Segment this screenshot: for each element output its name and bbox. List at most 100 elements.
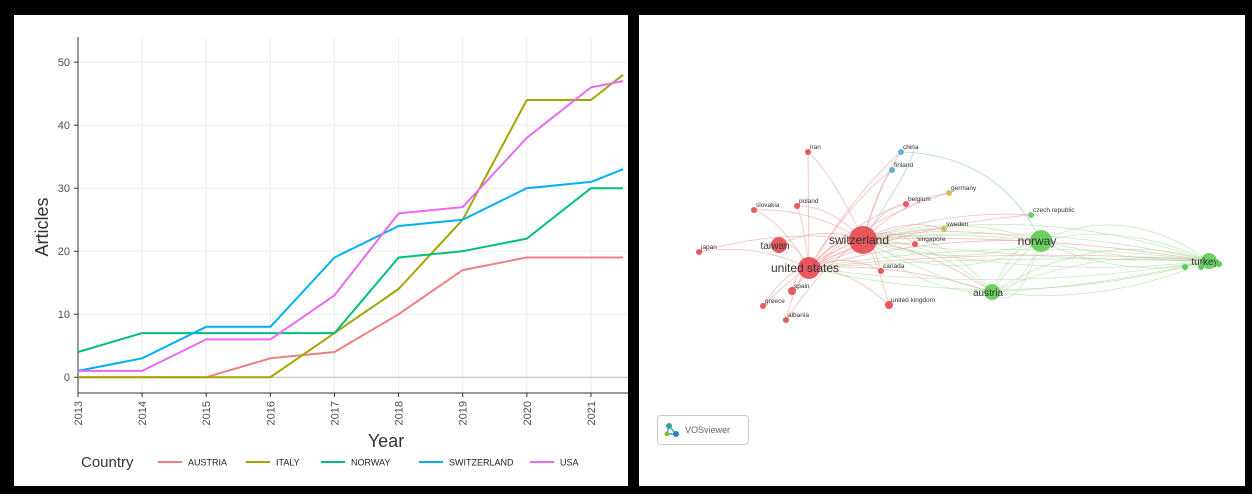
- y-tick-label: 30: [58, 183, 70, 195]
- y-tick-label: 10: [58, 309, 70, 321]
- network-edge: [991, 260, 1210, 293]
- network-edge: [807, 151, 810, 269]
- network-label: greece: [765, 298, 785, 305]
- legend-label: AUSTRIA: [188, 458, 227, 468]
- network-label: singapore: [917, 236, 946, 243]
- x-tick-label: 2017: [329, 401, 341, 425]
- network-edge: [862, 239, 1210, 268]
- x-tick-label: 2015: [201, 401, 213, 425]
- network-node-united-kingdom: [885, 301, 893, 309]
- x-tick-label: 2021: [586, 401, 598, 425]
- network-edge: [862, 239, 993, 293]
- network-node-satellite: [1182, 264, 1188, 270]
- network-edge: [808, 169, 893, 269]
- legend-label: SWITZERLAND: [449, 458, 514, 468]
- network-node-poland: [794, 203, 800, 209]
- network-label: spain: [794, 283, 810, 290]
- network-label: japan: [700, 244, 717, 251]
- vosviewer-label: VOSviewer: [685, 425, 731, 435]
- network-label: belgium: [908, 196, 931, 203]
- vosviewer-logo-icon: [664, 423, 679, 437]
- network-node-satellite: [1198, 264, 1204, 270]
- network-edge: [862, 224, 1210, 262]
- legend-label: ITALY: [276, 458, 300, 468]
- network-label: switzerland: [829, 233, 889, 247]
- network-edge: [808, 203, 907, 269]
- network-edge: [991, 248, 1210, 293]
- x-axis-title: Year: [368, 431, 404, 451]
- legend-label: NORWAY: [351, 458, 390, 468]
- network-node-spain: [788, 287, 796, 295]
- network-label: poland: [799, 198, 819, 205]
- y-tick-label: 20: [58, 246, 70, 258]
- network-label: iran: [810, 144, 821, 151]
- network-node-austria: [984, 284, 1000, 300]
- series-line-switzerland: [77, 168, 624, 372]
- x-tick-label: 2016: [265, 401, 277, 425]
- network-edge: [698, 235, 864, 253]
- network-node-greece: [760, 303, 766, 309]
- country-collaboration-network: switzerland united states norway austria tur…: [696, 144, 1222, 323]
- network-node-germany: [946, 190, 952, 196]
- network-edge: [862, 239, 1042, 256]
- network-edge: [808, 260, 1210, 290]
- network-node-turkey: [1201, 253, 1217, 269]
- network-edge: [808, 248, 1210, 269]
- network-node-china: [898, 149, 904, 155]
- network-edge: [862, 233, 993, 293]
- network-edge: [862, 239, 993, 293]
- legend-title: Country: [81, 454, 134, 471]
- network-node-japan: [696, 249, 702, 255]
- network-node-switzerland: [849, 226, 877, 254]
- network-label: germany: [951, 185, 977, 192]
- y-tick-label: 40: [58, 120, 70, 132]
- network-edge: [808, 258, 1210, 269]
- network-label: czech republic: [1033, 207, 1075, 214]
- x-tick-label: 2018: [394, 401, 406, 425]
- network-node-iran: [805, 149, 811, 155]
- series-line-norway: [77, 187, 623, 353]
- network-node-united-states: [798, 257, 820, 279]
- y-tick-label: 50: [58, 57, 70, 69]
- network-label: united kingdom: [891, 297, 935, 304]
- series-line-italy: [78, 74, 624, 379]
- network-edge: [862, 239, 1210, 262]
- series-line-usa: [78, 80, 624, 372]
- network-edge: [808, 260, 1210, 281]
- network-label: canada: [883, 263, 905, 270]
- network-node-belgium: [903, 201, 909, 207]
- network-node-finland: [889, 167, 895, 173]
- network-edge: [862, 239, 993, 293]
- network-node-canada: [878, 268, 884, 274]
- network-node-albania: [783, 317, 789, 323]
- y-tick-label: 0: [64, 372, 70, 384]
- network-node-satellite: [1216, 261, 1222, 267]
- network-label: albania: [788, 312, 809, 319]
- network-node-taiwan: [771, 237, 787, 253]
- network-label: turkey: [1191, 257, 1218, 268]
- network-label: slovakia: [756, 202, 780, 209]
- network-node-norway: [1030, 230, 1052, 252]
- network-label: sweden: [946, 221, 969, 228]
- network-edge: [1040, 224, 1210, 262]
- network-edge: [862, 239, 993, 293]
- articles-by-year-line-chart: 0 10 20 30 40 50 2013 2014 2015 2016 2017 2018 2019 2…: [32, 37, 628, 471]
- vosviewer-badge: VOSviewer: [657, 415, 749, 445]
- legend-label: USA: [560, 458, 579, 468]
- network-edge: [808, 266, 993, 293]
- network-edge: [862, 239, 1042, 266]
- x-tick-label: 2019: [458, 401, 470, 425]
- network-edge: [991, 257, 1210, 293]
- network-label: china: [903, 144, 919, 151]
- network-edge: [808, 214, 1032, 269]
- network-map-panel: switzerland united states norway austria tur…: [639, 15, 1245, 486]
- network-node-slovakia: [751, 207, 757, 213]
- line-chart-panel: 0 10 20 30 40 50 2013 2014 2015 2016 2017 2018 2019 2…: [14, 15, 628, 486]
- network-edge: [862, 231, 1042, 242]
- network-node-singapore: [912, 241, 918, 247]
- network-node-sweden: [941, 226, 947, 232]
- network-label: austria: [973, 288, 1003, 299]
- network-label: taiwan: [761, 241, 790, 252]
- network-label: united states: [771, 261, 839, 275]
- x-tick-label: 2013: [73, 401, 85, 425]
